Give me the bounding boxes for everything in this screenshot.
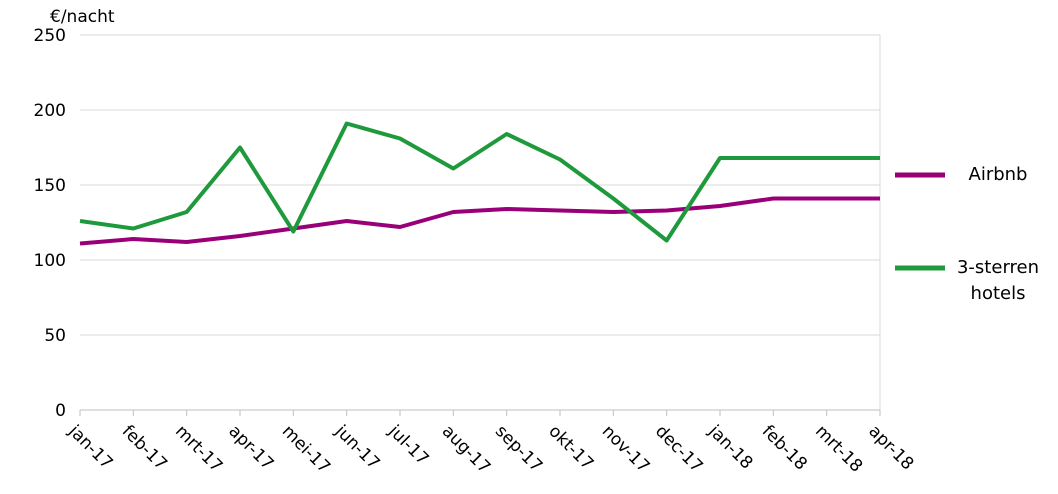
- legend-label: 3-sterren hotels: [956, 257, 1040, 304]
- x-tick-label: apr-17: [224, 421, 277, 474]
- y-tick-label: 50: [44, 326, 66, 346]
- legend-label: Airbnb: [968, 164, 1028, 185]
- x-tick-label: mrt-18: [811, 421, 866, 476]
- y-tick-label: 200: [34, 101, 66, 121]
- y-tick-label: 0: [55, 401, 66, 421]
- y-tick-label: 100: [34, 251, 66, 271]
- x-tick-label: apr-18: [864, 421, 917, 474]
- x-tick-label: feb-18: [758, 421, 811, 474]
- x-tick-label: dec-17: [651, 421, 706, 476]
- y-tick-label: 150: [34, 176, 66, 196]
- y-axis-label: €/nacht: [50, 7, 115, 27]
- x-tick-label: jan-18: [704, 421, 757, 474]
- x-tick-label: nov-17: [598, 421, 654, 477]
- y-tick-label: 250: [34, 26, 66, 46]
- series-line: [79, 121, 880, 243]
- x-tick-label: okt-17: [544, 421, 597, 474]
- x-tick-label: feb-17: [118, 421, 171, 474]
- x-tick-label: jul-17: [384, 421, 433, 470]
- x-tick-label: jun-17: [330, 421, 383, 474]
- x-tick-label: mrt-17: [171, 421, 226, 476]
- series-line: [79, 196, 880, 246]
- x-tick-label: aug-17: [438, 421, 494, 477]
- x-tick-label: jan-17: [64, 421, 117, 474]
- x-tick-label: mei-17: [278, 421, 334, 477]
- x-tick-label: sep-17: [491, 421, 546, 476]
